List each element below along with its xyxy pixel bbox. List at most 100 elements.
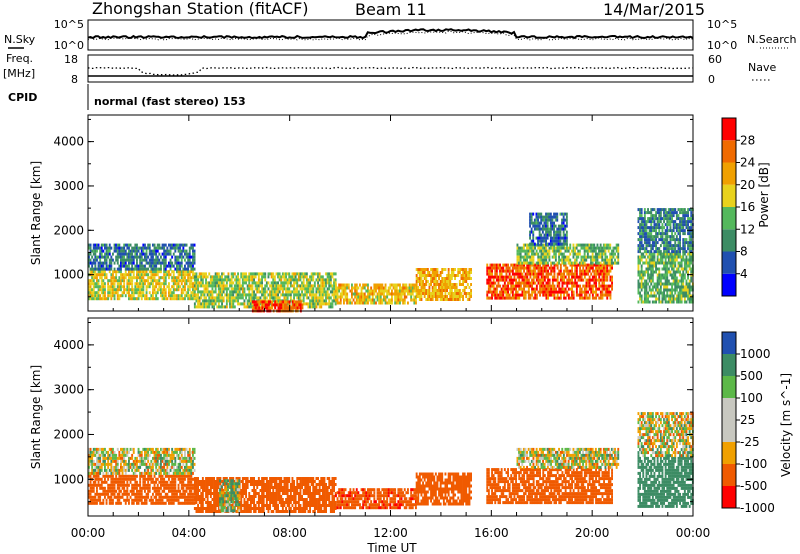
heatmap-cell-power-9 (661, 258, 664, 262)
freq-strip-frame (87, 54, 694, 83)
heatmap-cell-power-8 (553, 221, 555, 225)
heatmap-cell-power-1 (184, 243, 186, 247)
heatmap-cell-power-2 (318, 284, 321, 288)
heatmap-cell-power-8 (551, 242, 554, 246)
heatmap-cell-power-9 (679, 294, 681, 298)
heatmap-cell-power-9 (675, 276, 678, 280)
heatmap-cell-vel-0 (129, 474, 132, 478)
heatmap-cell-power-5 (449, 289, 452, 292)
heatmap-cell-power-2 (277, 275, 279, 279)
heatmap-cell-power-7 (604, 258, 607, 262)
heatmap-cell-power-1 (132, 261, 135, 265)
heatmap-cell-power-10 (651, 238, 654, 242)
heatmap-cell-power-0 (128, 294, 130, 298)
heatmap-cell-power-10 (679, 211, 681, 215)
heatmap-cell-power-4 (347, 283, 350, 287)
heatmap-cell-power-4 (335, 286, 337, 290)
heatmap-cell-power-6 (591, 287, 594, 291)
heatmap-cell-power-6 (545, 275, 548, 279)
heatmap-cell-power-2 (283, 278, 286, 282)
heatmap-cell-power-3 (274, 306, 277, 310)
heatmap-cell-power-2 (333, 281, 335, 285)
heatmap-cell-power-0 (145, 291, 148, 295)
heatmap-cell-power-1 (161, 252, 164, 256)
heatmap-cell-power-8 (538, 227, 541, 231)
heatmap-cell-power-0 (116, 279, 119, 283)
heatmap-cell-power-0 (169, 288, 172, 292)
heatmap-cell-power-1 (136, 258, 138, 262)
heatmap-cell-power-9 (671, 294, 673, 298)
heatmap-cell-power-2 (291, 290, 294, 294)
heatmap-cell-power-8 (546, 212, 549, 216)
heatmap-cell-power-2 (307, 287, 310, 291)
heatmap-cell-power-6 (556, 275, 559, 279)
heatmap-cell-power-9 (682, 288, 685, 292)
heatmap-cell-power-2 (227, 293, 230, 297)
heatmap-cell-power-6 (567, 275, 570, 279)
heatmap-cell-power-10 (675, 238, 678, 242)
heatmap-cell-power-0 (169, 291, 172, 295)
heatmap-cell-power-2 (289, 299, 292, 303)
heatmap-cell-power-9 (653, 282, 656, 286)
heatmap-cell-power-2 (259, 302, 262, 306)
heatmap-cell-power-2 (325, 293, 327, 297)
heatmap-cell-power-5 (420, 283, 423, 286)
heatmap-cell-power-9 (651, 252, 654, 256)
heatmap-cell-power-2 (272, 287, 275, 291)
heatmap-cell-power-1 (102, 267, 105, 271)
heatmap-cell-power-4 (355, 298, 358, 302)
heatmap-cell-power-2 (251, 281, 254, 285)
heatmap-cell-power-1 (131, 258, 134, 262)
heatmap-cell-power-0 (92, 285, 95, 289)
heatmap-cell-power-0 (153, 285, 156, 289)
heatmap-cell-power-7 (566, 246, 568, 250)
heatmap-cell-power-2 (198, 302, 201, 306)
heatmap-cell-power-6 (486, 272, 489, 276)
heatmap-cell-power-2 (320, 299, 323, 303)
heatmap-cell-power-0 (147, 282, 150, 286)
heatmap-cell-vel-0 (132, 498, 135, 502)
heatmap-cell-power-5 (450, 286, 453, 289)
heatmap-cell-power-0 (115, 288, 118, 292)
heatmap-cell-power-4 (373, 286, 376, 290)
heatmap-cell-power-7 (527, 261, 530, 265)
heatmap-cell-power-4 (335, 289, 337, 293)
heatmap-cell-power-7 (561, 261, 564, 265)
heatmap-cell-power-2 (197, 278, 199, 282)
heatmap-cell-power-8 (548, 215, 551, 219)
heatmap-cell-power-10 (647, 232, 649, 236)
heatmap-cell-vel-0 (100, 483, 103, 487)
heatmap-cell-power-2 (317, 302, 319, 306)
noise-right-tick-top: 10^5 (707, 18, 737, 31)
heatmap-cell-vel-0 (129, 495, 132, 499)
heatmap-cell-power-5 (447, 268, 450, 271)
heatmap-cell-power-6 (513, 263, 516, 267)
heatmap-cell-power-6 (527, 269, 530, 273)
heatmap-cell-power-1 (120, 246, 122, 250)
heatmap-cell-power-4 (359, 298, 361, 302)
heatmap-cell-power-10 (656, 241, 659, 245)
heatmap-cell-power-0 (192, 291, 194, 295)
heatmap-cell-vel-0 (113, 480, 116, 484)
heatmap-cell-power-6 (577, 263, 580, 267)
heatmap-cell-power-10 (687, 247, 689, 251)
heatmap-cell-power-0 (137, 282, 140, 286)
heatmap-cell-power-9 (669, 273, 672, 277)
heatmap-cell-power-7 (548, 258, 551, 262)
heatmap-cell-power-1 (158, 261, 161, 265)
heatmap-cell-power-7 (606, 255, 608, 259)
heatmap-cell-power-2 (328, 305, 331, 309)
heatmap-cell-power-0 (163, 285, 166, 289)
heatmap-cell-power-10 (655, 211, 657, 215)
heatmap-cell-power-9 (642, 261, 645, 265)
heatmap-cell-power-1 (123, 243, 126, 247)
heatmap-cell-vel-0 (100, 480, 103, 484)
heatmap-cell-power-9 (653, 258, 656, 262)
heatmap-cell-power-0 (131, 276, 134, 280)
heatmap-cell-power-10 (663, 220, 665, 224)
heatmap-cell-power-2 (315, 299, 318, 303)
heatmap-cell-power-6 (558, 287, 561, 291)
heatmap-cell-power-2 (318, 275, 321, 279)
heatmap-cell-power-7 (615, 243, 618, 247)
heatmap-cell-power-9 (645, 252, 648, 256)
